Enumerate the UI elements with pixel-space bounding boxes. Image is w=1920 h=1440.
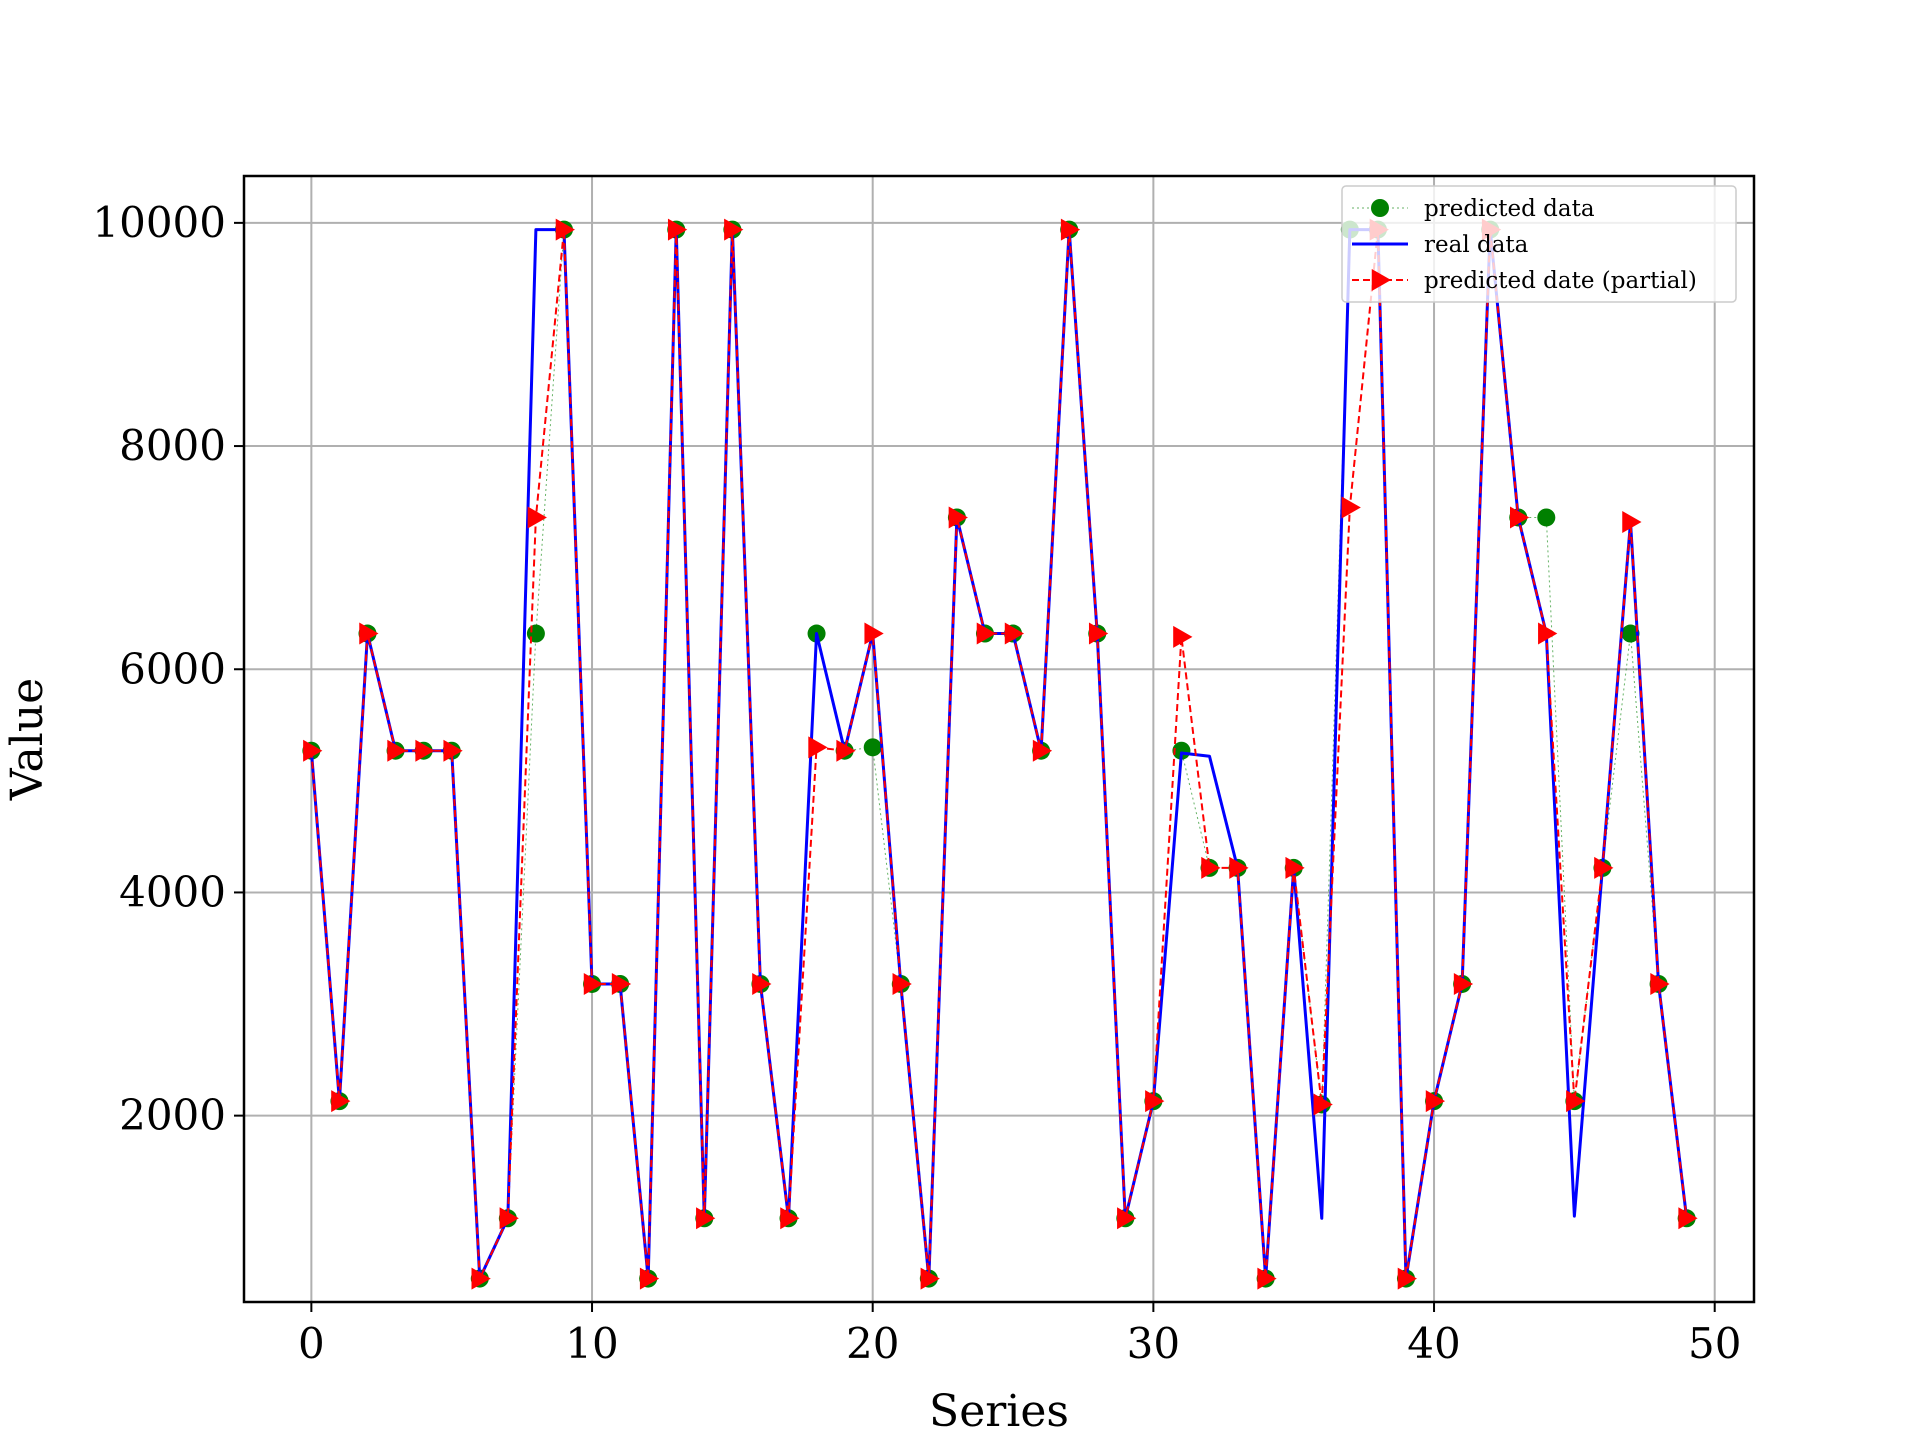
predicted-partial-point bbox=[1257, 1267, 1277, 1290]
predicted-partial-point bbox=[1032, 739, 1053, 762]
predicted-partial-point bbox=[1678, 1207, 1698, 1230]
legend-handle-marker bbox=[1371, 199, 1389, 217]
predicted-partial-point bbox=[1566, 1090, 1586, 1113]
legend-handle-marker bbox=[1371, 269, 1391, 291]
predicted-partial-point bbox=[976, 622, 996, 645]
predicted-partial-point bbox=[499, 1207, 519, 1230]
predicted-partial-point bbox=[1313, 1093, 1333, 1116]
y-tick-label: 8000 bbox=[119, 421, 226, 470]
plot-frame bbox=[242, 174, 1756, 1304]
predicted-partial-line bbox=[310, 229, 1688, 1279]
x-tick-label: 30 bbox=[1127, 1319, 1180, 1368]
predicted-partial-point bbox=[359, 622, 379, 645]
plot-series bbox=[302, 218, 1698, 1290]
predicted-partial-point bbox=[1650, 972, 1670, 995]
predicted-partial-point bbox=[1060, 218, 1081, 241]
predicted-partial-point bbox=[892, 972, 912, 995]
real-data-line bbox=[309, 228, 1689, 1281]
y-tick-label: 10000 bbox=[92, 198, 226, 247]
predicted-partial-point bbox=[864, 622, 884, 645]
x-tick-label: 40 bbox=[1407, 1319, 1460, 1368]
predicted-partial-point bbox=[836, 739, 856, 762]
predicted-partial-point bbox=[1341, 496, 1361, 519]
predicted-data-point bbox=[1537, 508, 1556, 527]
y-tick-label: 4000 bbox=[119, 867, 226, 916]
predicted-partial-point bbox=[1173, 625, 1193, 648]
predicted-partial-point bbox=[1229, 856, 1249, 879]
predicted-partial-point bbox=[415, 739, 435, 762]
predicted-partial-point bbox=[1004, 622, 1025, 645]
predicted-partial-point bbox=[583, 972, 604, 995]
predicted-partial-point bbox=[1285, 856, 1305, 879]
predicted-partial-point bbox=[387, 739, 407, 762]
predicted-partial-point bbox=[724, 218, 744, 241]
x-axis-label: Series bbox=[929, 1386, 1069, 1437]
x-tick-label: 50 bbox=[1688, 1319, 1741, 1368]
predicted-partial-point bbox=[696, 1207, 716, 1230]
predicted-partial-point bbox=[667, 218, 688, 241]
predicted-partial-point bbox=[1201, 856, 1221, 879]
predicted-partial-point bbox=[1425, 1090, 1446, 1113]
legend-box bbox=[1341, 185, 1737, 303]
predicted-partial-point bbox=[780, 1207, 800, 1230]
predicted-partial-point bbox=[303, 739, 323, 762]
legend-entry-label: predicted data bbox=[1424, 196, 1595, 222]
x-tick-label: 0 bbox=[298, 1319, 325, 1368]
predicted-partial-point bbox=[555, 218, 575, 241]
predicted-partial-point bbox=[1594, 856, 1614, 879]
predicted-partial-point bbox=[443, 739, 463, 762]
predicted-partial-point bbox=[639, 1267, 660, 1290]
y-tick-label: 2000 bbox=[119, 1091, 226, 1140]
predicted-partial-point bbox=[611, 972, 632, 995]
y-axis-label: Value bbox=[2, 678, 53, 801]
y-tick-label: 6000 bbox=[119, 644, 226, 693]
predicted-partial-point bbox=[1117, 1207, 1137, 1230]
x-tick-label: 20 bbox=[846, 1319, 899, 1368]
predicted-partial-point bbox=[527, 506, 547, 529]
predicted-partial-point bbox=[1453, 972, 1474, 995]
x-tick-label: 10 bbox=[565, 1319, 618, 1368]
predicted-partial-point bbox=[808, 736, 828, 759]
predicted-partial-point bbox=[1397, 1267, 1417, 1290]
predicted-data-line bbox=[310, 229, 1688, 1279]
axis-ticks: 0 10 20 30 40 50 2000 4000 6000 8000 10000 bbox=[92, 198, 1741, 1368]
predicted-partial-point bbox=[331, 1090, 351, 1113]
predicted-data-point bbox=[1172, 741, 1191, 760]
predicted-data-point bbox=[526, 624, 545, 643]
predicted-partial-point bbox=[948, 506, 968, 529]
legend-entry-label: real data bbox=[1424, 232, 1529, 258]
predicted-data-point bbox=[1621, 624, 1640, 643]
grid bbox=[244, 176, 1754, 1302]
predicted-partial-point bbox=[1622, 510, 1642, 533]
predicted-partial-point bbox=[752, 972, 772, 995]
predicted-partial-point bbox=[471, 1267, 491, 1290]
predicted-data-point bbox=[863, 738, 882, 757]
predicted-partial-point bbox=[1509, 506, 1530, 529]
legend-entry-label: predicted date (partial) bbox=[1424, 268, 1697, 294]
predicted-partial-point bbox=[1145, 1090, 1165, 1113]
predicted-partial-point bbox=[1088, 622, 1109, 645]
predicted-partial-point bbox=[920, 1267, 940, 1290]
predicted-partial-point bbox=[1538, 622, 1558, 645]
legend: predicted data real data predicted date (p… bbox=[1341, 185, 1737, 303]
